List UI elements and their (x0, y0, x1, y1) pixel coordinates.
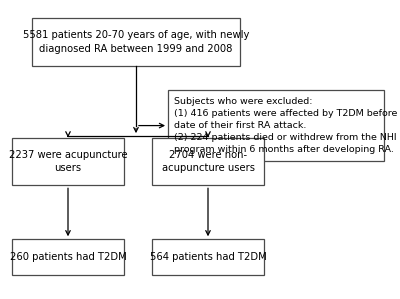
FancyBboxPatch shape (12, 138, 124, 185)
FancyBboxPatch shape (12, 239, 124, 275)
Text: 564 patients had T2DM: 564 patients had T2DM (150, 252, 266, 262)
Text: 2704 were non-
acupuncture users: 2704 were non- acupuncture users (162, 150, 254, 173)
Text: 5581 patients 20-70 years of age, with newly
diagnosed RA between 1999 and 2008: 5581 patients 20-70 years of age, with n… (23, 30, 249, 54)
Text: 260 patients had T2DM: 260 patients had T2DM (10, 252, 126, 262)
FancyBboxPatch shape (152, 239, 264, 275)
Text: Subjects who were excluded:
(1) 416 patients were affected by T2DM before the
da: Subjects who were excluded: (1) 416 pati… (174, 97, 400, 154)
FancyBboxPatch shape (168, 90, 384, 161)
FancyBboxPatch shape (152, 138, 264, 185)
Text: 2237 were acupuncture
users: 2237 were acupuncture users (9, 150, 127, 173)
FancyBboxPatch shape (32, 18, 240, 66)
